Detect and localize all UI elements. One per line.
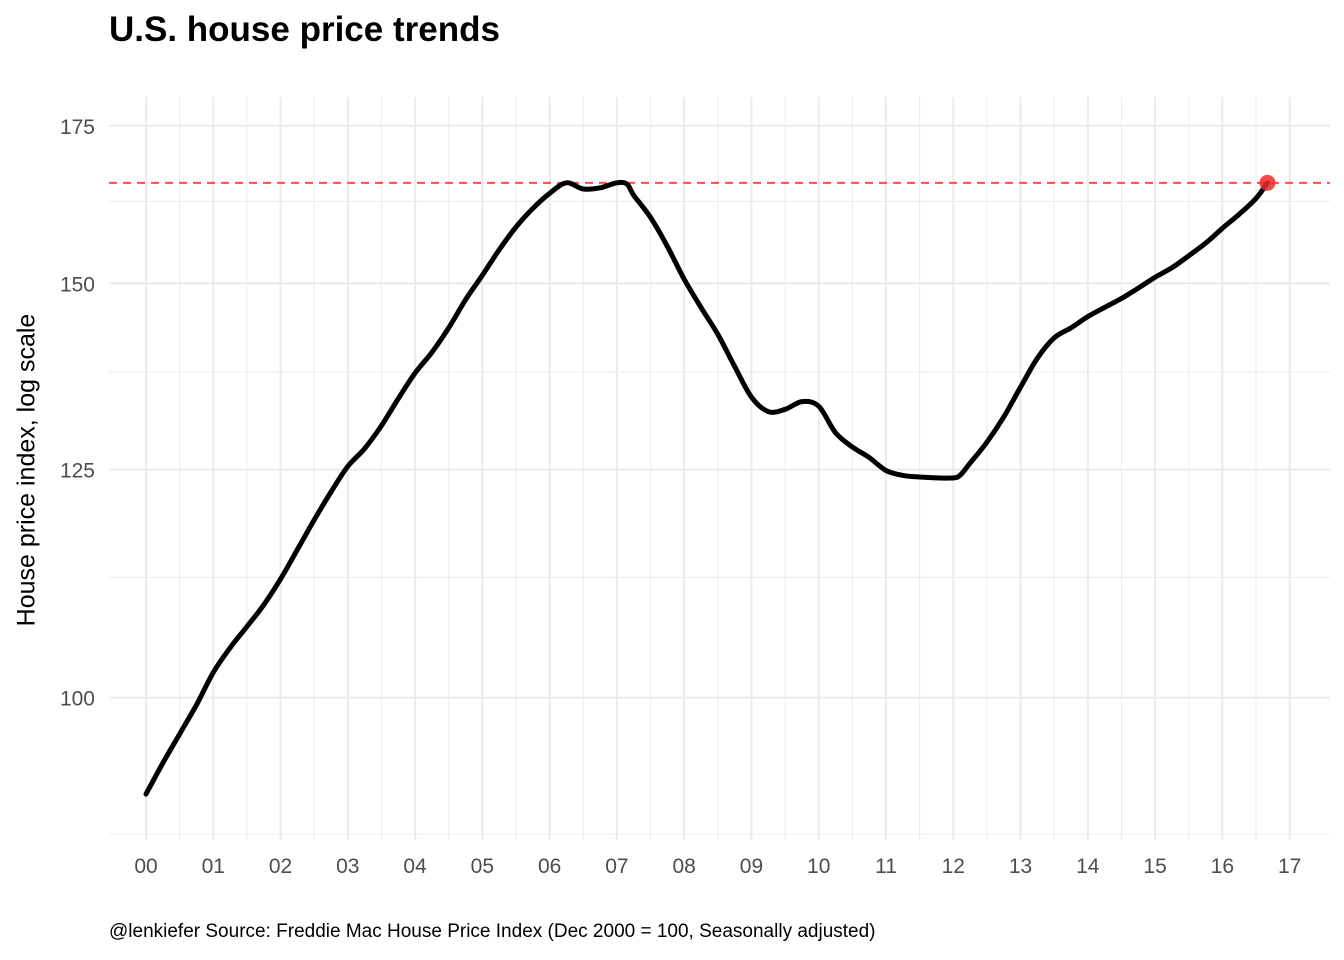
series-line [143, 179, 1270, 797]
x-tick-label: 14 [1076, 855, 1100, 878]
minor-gridlines [109, 97, 1330, 840]
x-axis-ticks: 00 01 02 03 04 05 06 07 08 09 10 11 12 13 14 15 16 17 [134, 855, 1301, 878]
y-tick-label: 150 [60, 273, 95, 296]
x-tick-label: 13 [1009, 855, 1032, 878]
x-tick-label: 10 [807, 855, 830, 878]
x-tick-label: 08 [673, 855, 696, 878]
y-tick-label: 100 [60, 688, 95, 711]
y-tick-label: 175 [60, 116, 95, 139]
y-tick-label: 125 [60, 460, 95, 483]
x-tick-label: 04 [403, 855, 427, 878]
x-tick-label: 06 [538, 855, 561, 878]
x-tick-label: 01 [202, 855, 225, 878]
x-tick-label: 00 [134, 855, 157, 878]
x-tick-label: 07 [605, 855, 628, 878]
x-tick-label: 15 [1143, 855, 1166, 878]
x-tick-label: 17 [1278, 855, 1301, 878]
x-tick-label: 02 [269, 855, 292, 878]
x-tick-label: 03 [336, 855, 359, 878]
x-tick-label: 11 [875, 855, 897, 878]
y-axis-ticks: 100 125 150 175 [60, 116, 95, 711]
x-tick-label: 05 [471, 855, 494, 878]
major-gridlines [109, 97, 1330, 840]
x-tick-label: 16 [1211, 855, 1234, 878]
x-tick-label: 09 [740, 855, 763, 878]
x-tick-label: 12 [942, 855, 965, 878]
chart-title: U.S. house price trends [109, 10, 500, 49]
chart-caption: @lenkiefer Source: Freddie Mac House Pri… [109, 921, 876, 942]
latest-value-point [1259, 174, 1276, 191]
